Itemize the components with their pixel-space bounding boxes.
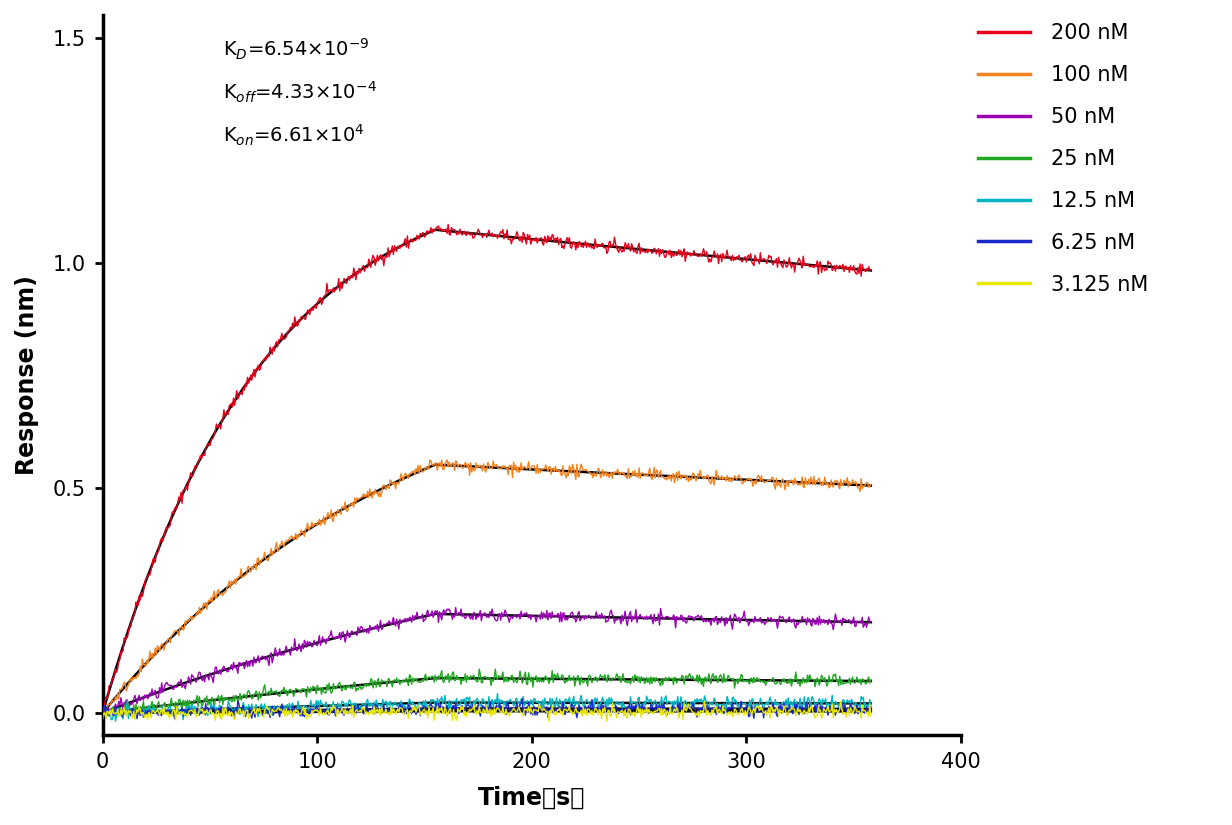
Legend: 200 nM, 100 nM, 50 nM, 25 nM, 12.5 nM, 6.25 nM, 3.125 nM: 200 nM, 100 nM, 50 nM, 25 nM, 12.5 nM, 6…: [970, 15, 1157, 303]
Text: K$_D$=6.54×10$^{-9}$
K$_{off}$=4.33×10$^{-4}$
K$_{on}$=6.61×10$^{4}$: K$_D$=6.54×10$^{-9}$ K$_{off}$=4.33×10$^…: [223, 36, 377, 148]
X-axis label: Time（s）: Time（s）: [478, 786, 585, 810]
Y-axis label: Response (nm): Response (nm): [15, 276, 39, 475]
